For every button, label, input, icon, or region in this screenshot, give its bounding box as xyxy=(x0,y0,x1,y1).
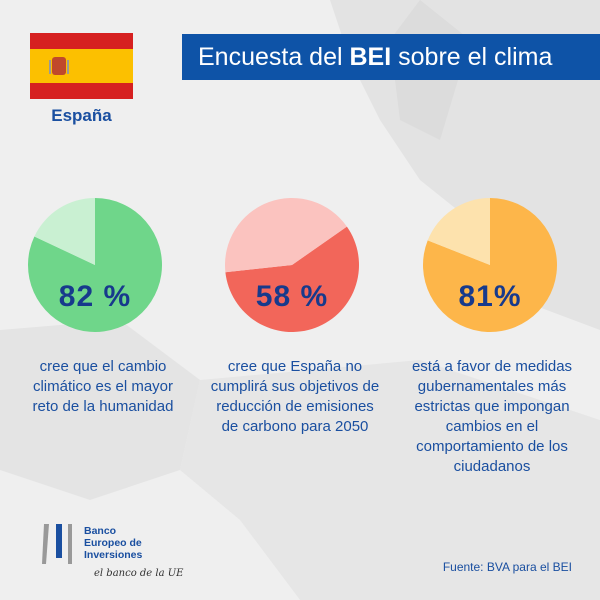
page-title: Encuesta del BEI sobre el clima xyxy=(182,34,600,80)
eib-tagline: el banco de la UE xyxy=(94,568,184,579)
country-name: España xyxy=(51,106,112,125)
source-note: Fuente: BVA para el BEI xyxy=(442,560,572,574)
eib-logo-mark xyxy=(42,524,72,564)
stat-description-1: cree que el cambio climático es el mayor… xyxy=(32,358,174,415)
pie-chart-2 xyxy=(225,198,359,332)
pie-slice-value xyxy=(28,198,162,332)
stat-percent-2: 58 % xyxy=(255,280,329,313)
pie-chart-1 xyxy=(28,198,162,332)
spain-flag xyxy=(30,33,133,99)
pie-slice-rest xyxy=(427,198,490,265)
stat-percent-1: 82 % xyxy=(58,280,132,313)
eib-logo-text: Banco Europeo de Inversiones xyxy=(84,525,143,561)
pie-slice-rest xyxy=(225,198,347,273)
pie-slice-value xyxy=(225,226,359,332)
stat-description-3: está a favor de medidas gubernamentales … xyxy=(411,358,573,475)
pie-slice-rest xyxy=(34,198,95,265)
stat-description-2: cree que España no cumplirá sus objetivo… xyxy=(210,358,380,435)
pie-chart-3 xyxy=(423,198,557,332)
stat-percent-3: 81% xyxy=(458,280,522,313)
